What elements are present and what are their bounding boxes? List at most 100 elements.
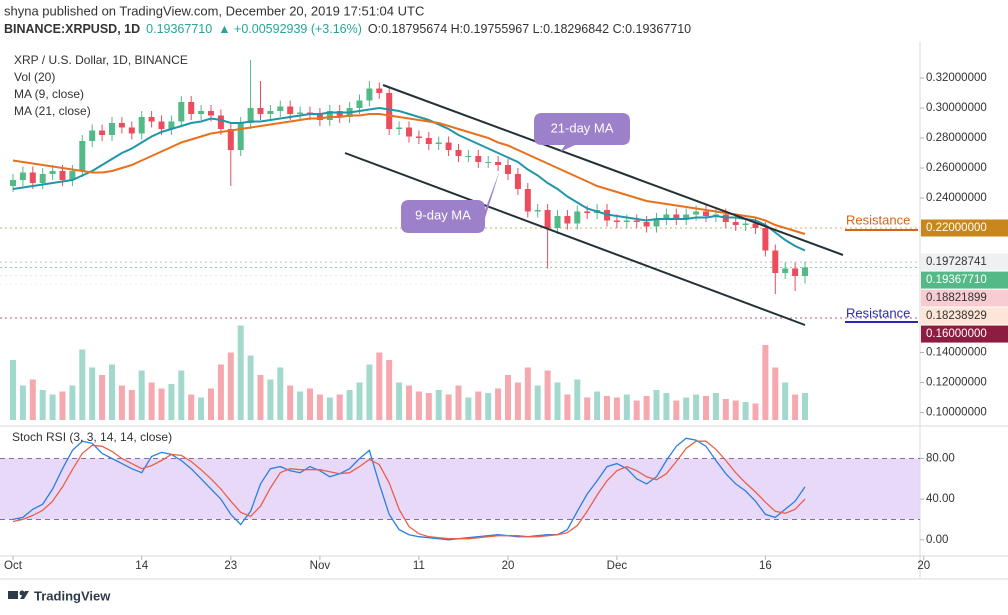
- candle-body: [772, 250, 779, 273]
- volume-bar: [613, 397, 620, 420]
- volume-bar: [109, 364, 115, 420]
- volume-bar: [792, 394, 799, 420]
- candle-body: [623, 220, 630, 222]
- candle-body: [445, 142, 452, 150]
- volume-bar: [683, 397, 690, 420]
- candle-body: [29, 172, 36, 183]
- x-tick-label: 14: [135, 560, 148, 572]
- volume-bar: [495, 388, 502, 420]
- stoch-band: [0, 458, 920, 520]
- annotation: 9-day MA: [415, 207, 471, 222]
- volume-bar: [346, 390, 353, 420]
- volume-bar: [326, 397, 333, 420]
- candle-body: [495, 162, 502, 165]
- candle-body: [267, 111, 274, 114]
- y-tick-label: 0.12000000: [926, 377, 987, 389]
- candle-body: [703, 211, 709, 216]
- price-badge: [921, 219, 1008, 237]
- candle-body: [188, 102, 195, 114]
- y-tick-label: 0.14000000: [926, 347, 987, 359]
- x-tick-label: Dec: [607, 560, 628, 572]
- candle-body: [653, 219, 660, 227]
- y-tick-label: 0.24000000: [926, 192, 987, 204]
- volume-bar: [297, 391, 304, 420]
- volume-bar: [89, 367, 96, 420]
- volume-bar: [287, 385, 294, 420]
- volume-bar: [485, 393, 492, 420]
- x-tick-label: 20: [502, 560, 515, 572]
- candle-body: [465, 156, 472, 157]
- candle-body: [287, 106, 294, 114]
- candle-body: [564, 216, 571, 224]
- volume-bar: [257, 375, 264, 420]
- candle-body: [366, 88, 373, 101]
- volume-bar: [267, 379, 274, 420]
- price-badge-label: 0.19367710: [926, 274, 987, 286]
- legend-title: XRP / U.S. Dollar, 1D, BINANCE: [14, 53, 188, 67]
- plot-area: [0, 60, 920, 541]
- volume-bar: [316, 394, 323, 420]
- candle-body: [673, 214, 680, 219]
- volume-bar: [564, 394, 571, 420]
- candle-body: [643, 222, 650, 227]
- y-tick-label: 0.28000000: [926, 132, 987, 144]
- candle-body: [693, 211, 700, 215]
- volume-bar: [594, 391, 601, 420]
- volume-bar: [208, 388, 214, 420]
- candle-body: [128, 127, 135, 134]
- volume-bar: [138, 370, 145, 420]
- volume-bar: [396, 382, 403, 420]
- volume-bar: [584, 397, 591, 420]
- candle-body: [475, 156, 482, 162]
- indicator-line: [12, 106, 806, 252]
- price-badge-label: 0.19728741: [926, 256, 987, 268]
- volume-bar: [227, 352, 234, 420]
- volume-bar: [772, 367, 779, 420]
- volume-bar: [69, 385, 76, 420]
- annotation: Resistance: [846, 212, 910, 227]
- candle-body: [683, 214, 690, 219]
- volume-bar: [465, 397, 472, 420]
- candle-body: [277, 106, 284, 111]
- legend-volume: Vol (20): [14, 70, 55, 84]
- candle-body: [297, 112, 304, 114]
- candle-body: [19, 172, 26, 180]
- volume-bar: [643, 396, 650, 420]
- volume-bar: [455, 385, 462, 420]
- candle-body: [455, 150, 462, 156]
- candle-body: [514, 174, 521, 189]
- candle-body: [574, 211, 581, 224]
- candle-body: [356, 100, 363, 108]
- volume-bar: [663, 393, 670, 420]
- candle-body: [247, 108, 254, 123]
- volume-bar: [415, 391, 422, 420]
- price-badge: [921, 253, 1008, 271]
- price-badge-label: 0.16000000: [926, 328, 987, 340]
- volume-bar: [406, 385, 412, 420]
- symbol-line: BINANCE:XRPUSD, 1D 0.19367710 ▲ +0.0059293…: [4, 22, 691, 36]
- y-tick-label: 0.26000000: [926, 162, 987, 174]
- volume-bar: [722, 399, 729, 420]
- candle-body: [99, 130, 106, 135]
- volume-bar: [247, 355, 254, 420]
- candle-body: [198, 111, 205, 114]
- volume-bar: [356, 382, 363, 420]
- candle-body: [109, 123, 115, 135]
- candle-body: [762, 228, 769, 251]
- candle-body: [148, 117, 155, 122]
- candle-body: [792, 268, 799, 276]
- volume-bar: [554, 382, 561, 420]
- candle-body: [802, 267, 808, 276]
- volume-bar: [49, 394, 56, 420]
- volume-bar: [217, 364, 224, 420]
- volume-bar: [782, 382, 789, 420]
- ohlc: O:0.18795674 H:0.19755967 L:0.18296842 C…: [368, 22, 691, 36]
- volume-bar: [158, 388, 165, 420]
- y-tick-label: 80.00: [926, 453, 955, 465]
- price-badge-label: 0.22000000: [926, 222, 987, 234]
- volume-bar: [376, 352, 383, 420]
- volume-bar: [633, 400, 640, 420]
- candle-body: [584, 211, 591, 213]
- volume-bar: [435, 390, 442, 420]
